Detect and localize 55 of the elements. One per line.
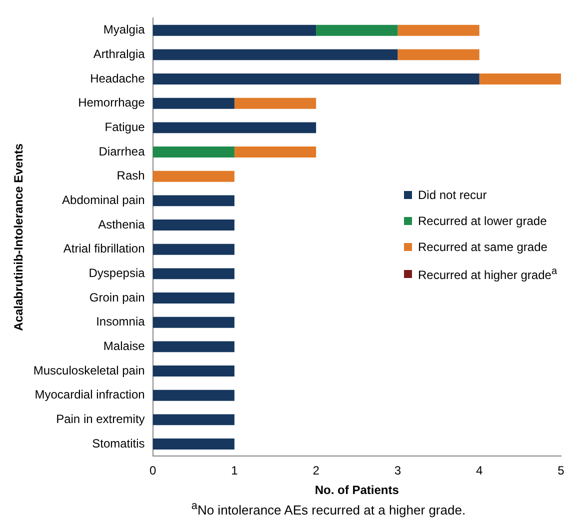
y-axis-title: Acalabrutinib-Intolerance Events: [12, 143, 26, 331]
bar: [152, 316, 234, 328]
y-tick-label: Insomnia: [96, 314, 146, 329]
legend-label: Recurred at lower grade: [418, 214, 547, 228]
y-tick-label: Headache: [90, 71, 146, 86]
x-tick-label: 0: [149, 464, 156, 478]
bar: [152, 414, 234, 426]
x-axis-title: No. of Patients: [314, 483, 400, 498]
x-tick-label: 1: [231, 464, 238, 478]
y-tick-label: Arthralgia: [93, 47, 146, 62]
y-tick-label: Diarrhea: [98, 144, 146, 158]
y-tick-label: Rash: [116, 168, 145, 183]
y-tick-label: Abdominal pain: [62, 193, 145, 208]
bar: [152, 146, 234, 158]
bar: [479, 74, 561, 85]
bar: [152, 341, 234, 352]
bar: [152, 24, 316, 36]
y-tick-label: Myocardial infraction: [34, 388, 145, 402]
x-tick-label: 5: [558, 464, 565, 478]
bar: [316, 24, 398, 36]
legend-label: Recurred at higher grade$^{a}$: [418, 266, 557, 282]
y-tick-label: Hemorrhage: [78, 96, 146, 110]
x-tick-label: 2: [312, 464, 320, 478]
y-tick-label: Groin pain: [89, 290, 145, 304]
bar: [152, 268, 234, 280]
y-tick-label: Atrial fibrillation: [63, 242, 145, 256]
bar: [398, 49, 480, 60]
bar: [152, 49, 398, 60]
text: $^{a}$No intolerance AEs recurred at a higher grade.: [190, 500, 467, 518]
bar: [152, 438, 234, 450]
bar: [152, 220, 234, 231]
bar: [398, 24, 480, 36]
bar: [152, 195, 234, 206]
y-tick-label: Stomatitis: [92, 436, 145, 450]
bar: [152, 366, 234, 377]
x-tick-label: 3: [394, 464, 402, 478]
bar: [152, 292, 234, 304]
x-tick-label: 4: [476, 464, 484, 478]
legend-label: Did not recur: [418, 188, 487, 202]
bar: [234, 146, 316, 158]
bar: [152, 122, 316, 134]
y-tick-label: Malaise: [103, 339, 146, 354]
bar: [152, 170, 234, 182]
legend-label: Recurred at same grade: [418, 240, 548, 254]
bar: [152, 98, 234, 109]
bar: [152, 244, 234, 255]
bar: [152, 390, 234, 401]
y-tick-label: Pain in extremity: [56, 412, 145, 426]
y-tick-label: Myalgia: [103, 22, 146, 37]
y-tick-label: Dyspepsia: [88, 266, 146, 280]
y-tick-label: Musculoskeletal pain: [33, 363, 145, 378]
y-tick-label: Asthenia: [98, 217, 146, 232]
bar: [152, 74, 480, 85]
bar: [234, 98, 316, 109]
y-tick-label: Fatigue: [104, 120, 146, 134]
